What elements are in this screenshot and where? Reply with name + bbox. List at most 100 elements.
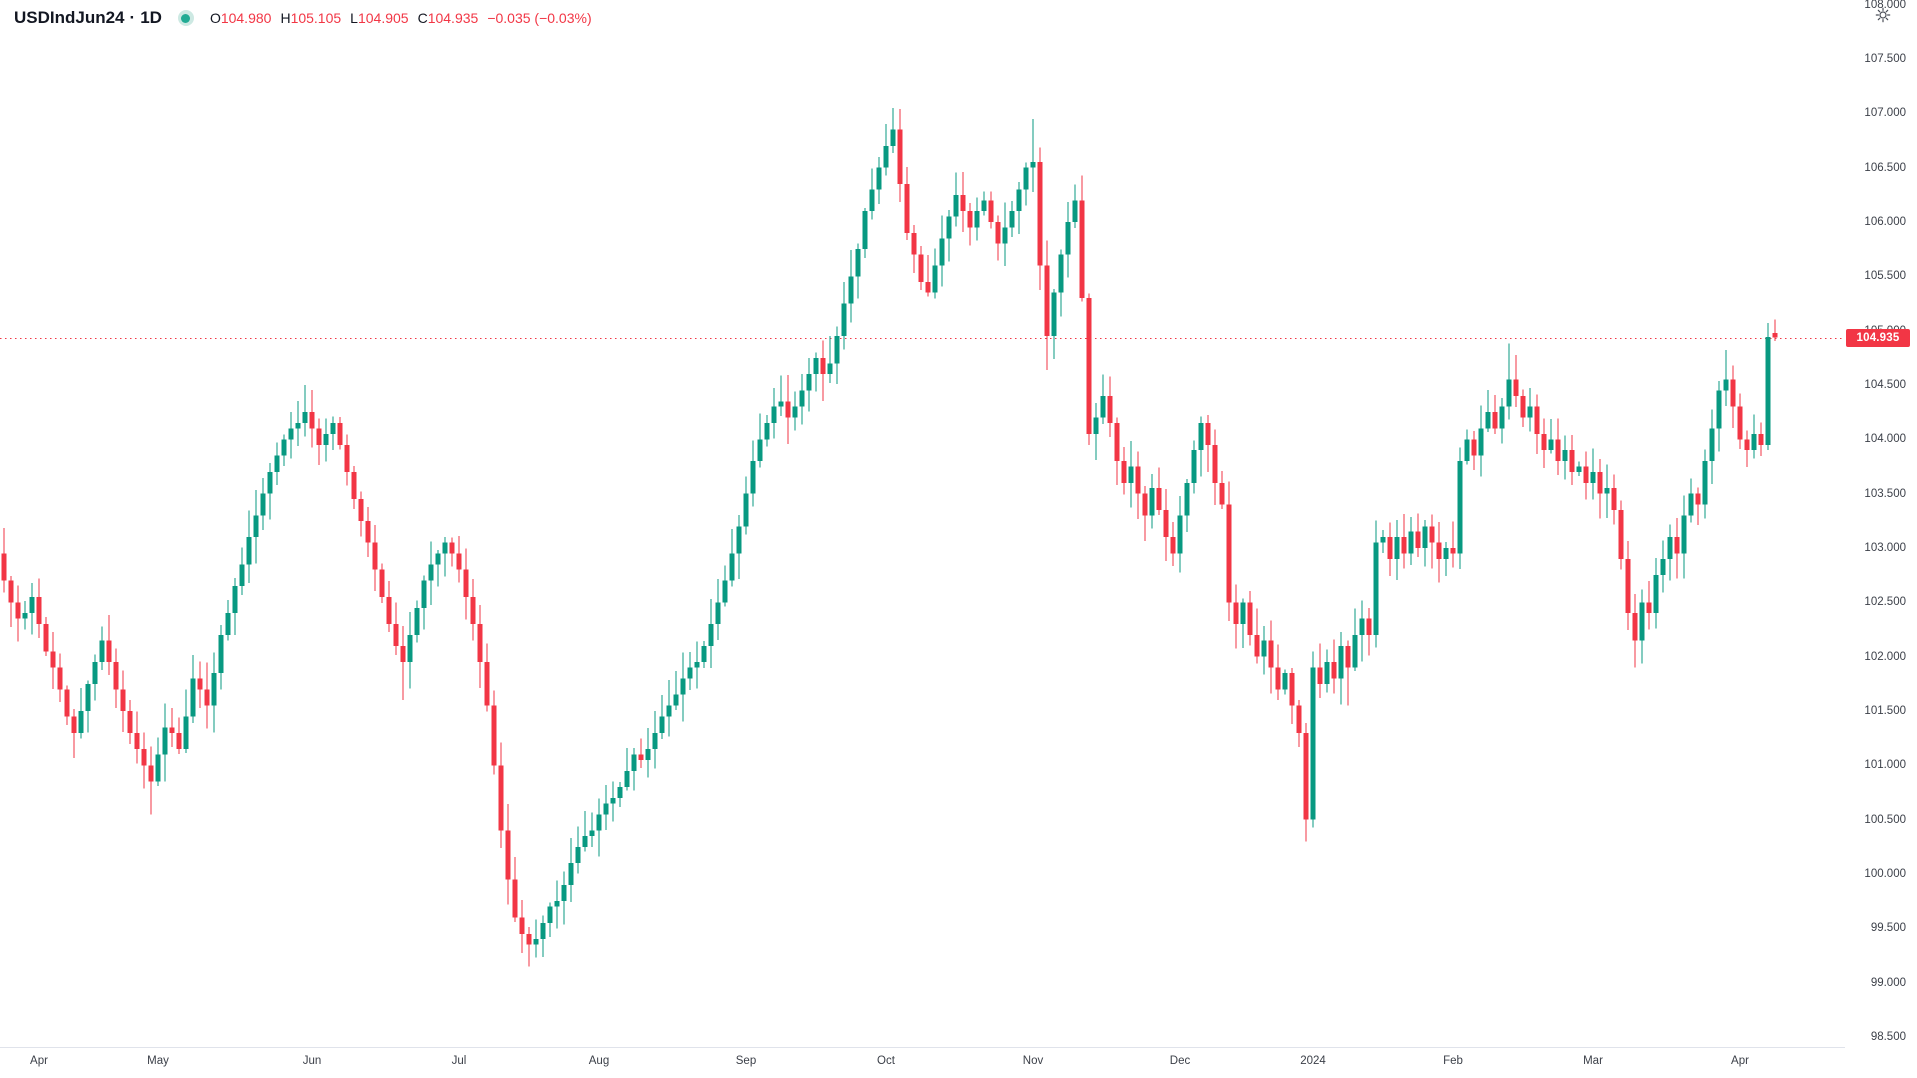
candle — [442, 537, 448, 577]
candle — [932, 248, 938, 299]
candle — [1674, 517, 1680, 579]
time-tick-label: Jul — [451, 1055, 467, 1067]
candle — [1, 528, 7, 593]
candle — [393, 602, 399, 655]
candle — [1226, 481, 1232, 621]
candle — [1646, 580, 1652, 630]
time-tick-label: 2024 — [1300, 1055, 1326, 1067]
time-tick-label: Jun — [302, 1055, 322, 1067]
candle — [848, 249, 854, 323]
candle — [911, 225, 917, 274]
candle — [484, 643, 490, 712]
price-tick-label: 106.000 — [1864, 216, 1906, 228]
candle — [1338, 632, 1344, 705]
candle — [1758, 422, 1764, 457]
candle — [1457, 447, 1463, 569]
candle — [596, 798, 602, 857]
candle — [652, 710, 658, 769]
candle — [799, 374, 805, 425]
candle — [1702, 449, 1708, 519]
candle — [785, 374, 791, 445]
candle — [1723, 350, 1729, 406]
candle — [533, 919, 539, 958]
candle — [995, 215, 1001, 261]
candle — [1254, 608, 1260, 664]
candle — [953, 172, 959, 227]
candle — [834, 326, 840, 385]
candle — [155, 737, 161, 787]
candle — [113, 648, 119, 709]
candle — [92, 654, 98, 701]
candle — [22, 601, 28, 630]
price-scale-settings-gear-icon[interactable] — [1875, 7, 1891, 23]
candle — [1709, 409, 1715, 485]
candle — [526, 926, 532, 967]
time-tick-label: Apr — [30, 1055, 48, 1067]
candle — [218, 624, 224, 690]
candle — [1345, 640, 1351, 706]
candle — [1044, 240, 1050, 370]
candle — [1597, 459, 1603, 519]
candle — [1359, 600, 1365, 662]
price-tick-label: 100.500 — [1864, 813, 1906, 826]
candle — [1443, 542, 1449, 577]
candle — [1261, 626, 1267, 675]
candle — [1079, 175, 1085, 302]
candle — [1247, 590, 1253, 646]
candle — [1492, 394, 1498, 435]
candle — [1583, 451, 1589, 500]
candle — [1394, 519, 1400, 580]
candle — [1107, 376, 1113, 437]
candle — [1450, 521, 1456, 568]
candle — [477, 604, 483, 688]
candle — [1772, 319, 1778, 341]
candle — [1541, 418, 1547, 469]
candle — [232, 577, 238, 636]
candle — [1429, 514, 1435, 569]
candle — [71, 708, 77, 758]
candle — [1562, 435, 1568, 480]
candle — [281, 434, 287, 467]
candle — [617, 782, 623, 807]
candle — [106, 614, 112, 676]
candle — [1051, 288, 1057, 360]
candle — [1233, 584, 1239, 649]
candle — [960, 171, 966, 233]
candle — [1478, 405, 1484, 477]
candle — [1163, 488, 1169, 561]
candle — [561, 871, 567, 925]
candle — [1506, 343, 1512, 420]
candle — [1030, 118, 1036, 193]
candle — [197, 661, 203, 708]
price-tick-label: 104.500 — [1864, 379, 1906, 391]
time-axis[interactable]: Apr May Jun Jul Aug Sep Oct Nov Dec 2024 Feb Mar Apr — [0, 1047, 1917, 1078]
candle — [1198, 416, 1204, 477]
candle — [1618, 500, 1624, 570]
candle — [64, 685, 70, 725]
candle — [351, 465, 357, 509]
candle — [449, 537, 455, 567]
price-tick-label: 103.500 — [1864, 487, 1906, 500]
candle — [1751, 414, 1757, 459]
candle — [120, 670, 126, 733]
candle — [344, 434, 350, 486]
symbol-header: USDIndJun24 · 1D O104.980 H105.105 L104.90… — [14, 8, 592, 28]
candle — [638, 738, 644, 769]
price-axis[interactable]: 98.500 99.000 99.500 100.000 100.500 101.000 1… — [1845, 0, 1917, 1047]
time-tick-label: Apr — [1731, 1055, 1749, 1067]
candle — [386, 581, 392, 632]
candle — [1331, 639, 1337, 694]
price-tick-label: 108.000 — [1864, 0, 1906, 11]
symbol-title[interactable]: USDIndJun24 · 1D — [14, 8, 162, 28]
candle — [820, 340, 826, 402]
candle — [589, 812, 595, 848]
interval-label: 1D — [140, 8, 162, 27]
candle — [981, 191, 987, 216]
candle — [190, 655, 196, 724]
candle — [1716, 381, 1722, 452]
candle — [1436, 521, 1442, 583]
candle — [1660, 540, 1666, 593]
candle — [1387, 522, 1393, 576]
candle — [302, 385, 308, 437]
